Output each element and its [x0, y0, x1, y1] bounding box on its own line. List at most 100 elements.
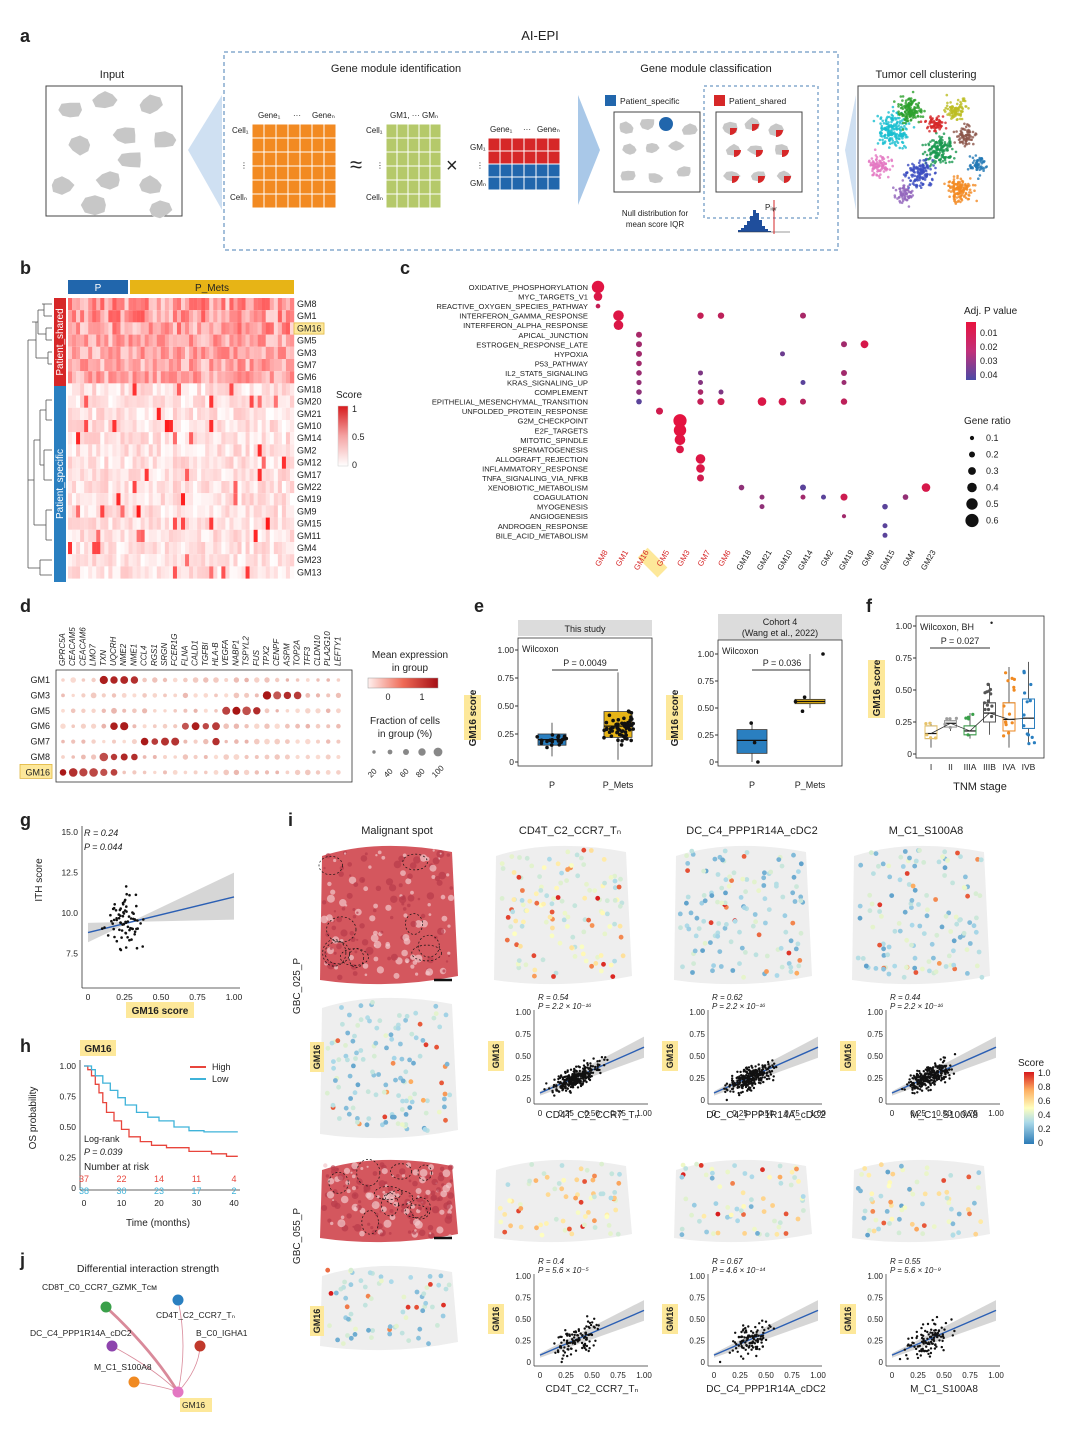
h-xtick-4: 40 [229, 1198, 239, 1208]
heatmap-cell [249, 432, 254, 445]
umap-point-c2 [941, 150, 944, 154]
i-spot [946, 1219, 952, 1225]
i-spot [963, 874, 968, 880]
i-spot [865, 1232, 870, 1238]
f-box-outline-IVB [1022, 698, 1035, 729]
heatmap-cell [132, 566, 137, 579]
gene-label-CENPF: CENPF [272, 638, 281, 666]
enrichment-dot [882, 532, 888, 538]
i-spot [604, 1214, 610, 1220]
dotplot-dot [99, 675, 108, 685]
heatmap-cell [96, 493, 101, 506]
heatmap-cell [205, 298, 210, 311]
i-spot [516, 874, 522, 880]
heatmap-cell [80, 298, 85, 311]
heatmap-cell [72, 420, 77, 433]
dotplot-dot [61, 708, 65, 713]
i-spot [358, 1278, 364, 1284]
heatmap-cell [285, 346, 291, 359]
i-sc-point [586, 1063, 589, 1067]
heatmap-cell [172, 298, 178, 311]
i-spot [370, 1000, 375, 1005]
i-he-texture [425, 1189, 431, 1195]
i-spot [711, 1231, 716, 1237]
heatmap-cell [245, 432, 250, 445]
matrix2-cell [385, 137, 398, 153]
enrichment-dot [921, 483, 931, 492]
i-spot [417, 1326, 423, 1332]
i-spot [755, 1231, 760, 1236]
umap-point-c6 [887, 175, 890, 179]
heatmap-row-labels: GM8GM1GM16GM5GM3GM7GM6GM18GM20GM21GM10GM… [293, 299, 325, 577]
i-sc-point [574, 1069, 577, 1072]
i-sc-xtick-0-0-2: 0.50 [584, 1109, 600, 1118]
heatmap-cell [136, 529, 141, 542]
heatmap-cell [80, 481, 85, 494]
heatmap-cell [209, 493, 214, 506]
heatmap-cell [245, 493, 250, 506]
heatmap-cell [237, 444, 242, 457]
null-hist-bar [768, 231, 771, 232]
umap-point-c2 [929, 153, 932, 156]
gene-label-SRGN: SRGN [160, 643, 169, 666]
f-point-IVB [1022, 670, 1026, 674]
i-he-texture [414, 1229, 417, 1232]
heatmap-cell [152, 456, 157, 469]
heatmap-cell [201, 542, 206, 555]
i-spot [552, 1186, 558, 1192]
heatmap-cell [116, 493, 121, 506]
umap-point-c5 [964, 133, 968, 137]
i-spot [564, 878, 569, 883]
i-he-texture [385, 878, 394, 886]
umap-point-c3 [926, 172, 929, 176]
matrix2-cell [418, 165, 431, 181]
i-spot [420, 1038, 426, 1043]
i-spot [715, 872, 721, 877]
matrix2-cell [429, 193, 442, 209]
heatmap-cell [68, 517, 73, 530]
heatmap-cell [104, 517, 109, 530]
f-point-IVB [1022, 713, 1026, 717]
heatmap-cell [269, 481, 275, 494]
matrix2-cell [407, 123, 420, 139]
umap-point-c2 [940, 147, 943, 151]
heatmap-cell [213, 395, 218, 408]
heatmap-cell [96, 346, 101, 359]
i-spot [348, 1311, 354, 1317]
umap-point-c9 [941, 115, 945, 118]
i-spot [789, 1169, 795, 1175]
heatmap-cell [92, 407, 97, 420]
i-spot [592, 1225, 598, 1230]
dotplot-dot [233, 754, 240, 760]
i-spot [389, 1036, 395, 1042]
heatmap-cell [124, 432, 129, 445]
g-ytick-3: 15.0 [61, 827, 78, 837]
umap-point-c9 [934, 126, 938, 129]
dotplot-dot [203, 693, 209, 698]
heatmap-cell [249, 554, 254, 567]
matrix2-cell [407, 179, 420, 195]
heatmap-cell [265, 310, 270, 323]
dotplot-dot [295, 678, 300, 682]
cell-module-matrix [385, 123, 442, 209]
e-right-P-point [756, 760, 760, 764]
umap-point-c4 [957, 199, 960, 203]
heatmap-cell [108, 566, 113, 579]
heatmap-cell [201, 481, 206, 494]
e-right-header-1: Cohort 4 [763, 617, 798, 627]
heatmap-cell [76, 322, 81, 335]
i-spot [519, 923, 525, 929]
heatmap-cell [156, 334, 162, 347]
heatmap-cell [148, 529, 153, 542]
f-point-II [948, 717, 952, 721]
dotplot-dot [81, 739, 86, 744]
heatmap-cell [181, 371, 186, 384]
heatmap-cell [168, 493, 174, 506]
umap-point-c2 [923, 150, 927, 154]
umap-point-c1 [909, 119, 913, 122]
umap-point-c0 [881, 141, 885, 144]
heatmap-cell [120, 554, 125, 567]
matrix1-col-dots: ··· [293, 111, 301, 120]
heatmap-cell [100, 407, 105, 420]
